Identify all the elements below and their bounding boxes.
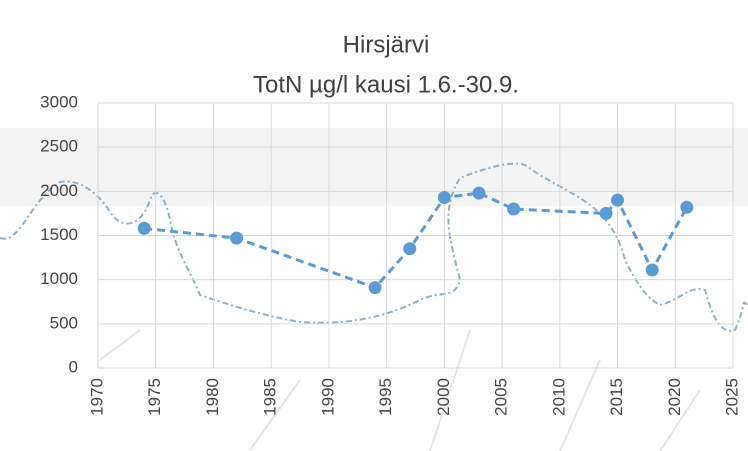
point	[369, 281, 382, 294]
map-band	[0, 128, 748, 206]
x-tick-label: 1995	[376, 378, 395, 416]
x-tick-label: 2010	[549, 378, 568, 416]
point	[680, 201, 693, 214]
chart: Hirsjärvi TotN µg/l kausi 1.6.-30.9. 0 50…	[0, 0, 748, 451]
x-tick-label: 1970	[87, 378, 106, 416]
point	[600, 207, 613, 220]
point	[507, 203, 520, 216]
y-tick-label: 2000	[40, 181, 78, 200]
y-tick-label: 3000	[40, 92, 78, 111]
x-tick-label: 2020	[665, 378, 684, 416]
x-tick-label: 1975	[145, 378, 164, 416]
y-tick-label: 500	[50, 313, 78, 332]
x-tick-label: 1980	[203, 378, 222, 416]
x-tick-label: 2025	[722, 378, 741, 416]
point	[138, 222, 151, 235]
x-tick-label: 2000	[434, 378, 453, 416]
point	[403, 242, 416, 255]
x-tick-label: 1985	[261, 378, 280, 416]
x-tick-label: 2015	[607, 378, 626, 416]
point	[473, 187, 486, 200]
point	[230, 232, 243, 245]
point	[646, 263, 659, 276]
chart-title: Hirsjärvi	[343, 31, 430, 58]
point	[611, 194, 624, 207]
x-tick-label: 1990	[318, 378, 337, 416]
y-tick-label: 1000	[40, 269, 78, 288]
chart-subtitle: TotN µg/l kausi 1.6.-30.9.	[253, 71, 519, 98]
y-tick-label: 1500	[40, 225, 78, 244]
point	[438, 191, 451, 204]
y-tick-label: 2500	[40, 137, 78, 156]
y-tick-label: 0	[69, 357, 78, 376]
x-tick-label: 2005	[492, 378, 511, 416]
